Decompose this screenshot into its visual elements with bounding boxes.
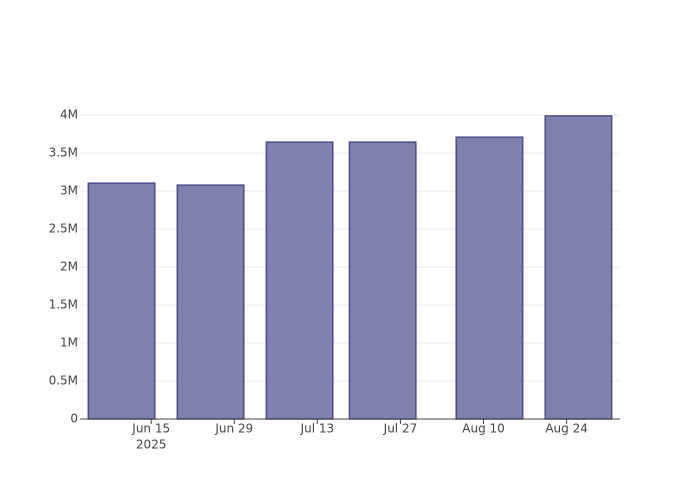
bar: [455, 136, 524, 420]
x-tick-label: Aug 10: [462, 422, 505, 436]
bar: [544, 115, 613, 420]
y-tick-label: 3M: [60, 184, 78, 198]
y-tick-label: 1.5M: [49, 298, 78, 312]
x-tick-sublabel: 2025: [136, 438, 167, 452]
y-tick-label: 2M: [60, 260, 78, 274]
x-tick-label: Aug 24: [545, 422, 588, 436]
bar: [265, 141, 334, 420]
y-tick-label: 0: [70, 412, 78, 426]
x-tick-label: Jun 15: [131, 422, 170, 436]
y-tick-label: 0.5M: [49, 374, 78, 388]
bar: [176, 184, 245, 420]
x-tick-label: Jul 13: [300, 422, 335, 436]
y-tick-label: 3.5M: [49, 146, 78, 160]
x-tick-label: Jul 27: [383, 422, 418, 436]
x-tick-label: Jun 29: [214, 422, 253, 436]
y-tick-label: 1M: [60, 336, 78, 350]
y-tick-label: 4M: [60, 108, 78, 122]
bar: [348, 141, 417, 420]
y-tick-label: 2.5M: [49, 222, 78, 236]
bar: [87, 182, 156, 420]
